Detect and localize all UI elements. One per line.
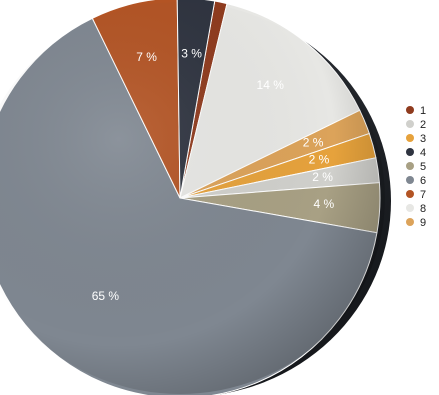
legend: 1 2 3 4 5 6 7 8 9 [406,105,426,229]
legend-swatch-4 [406,148,414,156]
slice-label-8: 14 % [257,78,285,92]
legend-swatch-8 [406,204,414,212]
legend-swatch-6 [406,176,414,184]
legend-label-2: 2 [420,119,426,131]
legend-swatch-1 [406,106,414,114]
slice-label-6: 65 % [92,289,120,303]
legend-label-5: 5 [420,161,426,173]
slice-label-5: 4 % [313,197,334,211]
legend-swatch-3 [406,134,414,142]
legend-label-4: 4 [420,147,426,159]
legend-swatch-2 [406,120,414,128]
slice-label-4: 3 % [181,47,202,61]
legend-label-1: 1 [420,105,426,117]
legend-swatch-7 [406,190,414,198]
legend-label-7: 7 [420,189,426,201]
slice-label-3: 2 % [309,152,330,166]
legend-label-6: 6 [420,175,426,187]
legend-label-8: 8 [420,203,426,215]
legend-label-9: 9 [420,217,426,229]
slice-label-2: 2 % [312,170,333,184]
slice-labels: 14 % 2 % 2 % 2 % 4 % 65 % 7 % 3 % [92,47,335,304]
slice-label-9: 2 % [303,135,324,149]
legend-swatch-5 [406,162,414,170]
slice-label-7: 7 % [136,50,157,64]
legend-swatch-9 [406,218,414,226]
legend-label-3: 3 [420,133,426,145]
